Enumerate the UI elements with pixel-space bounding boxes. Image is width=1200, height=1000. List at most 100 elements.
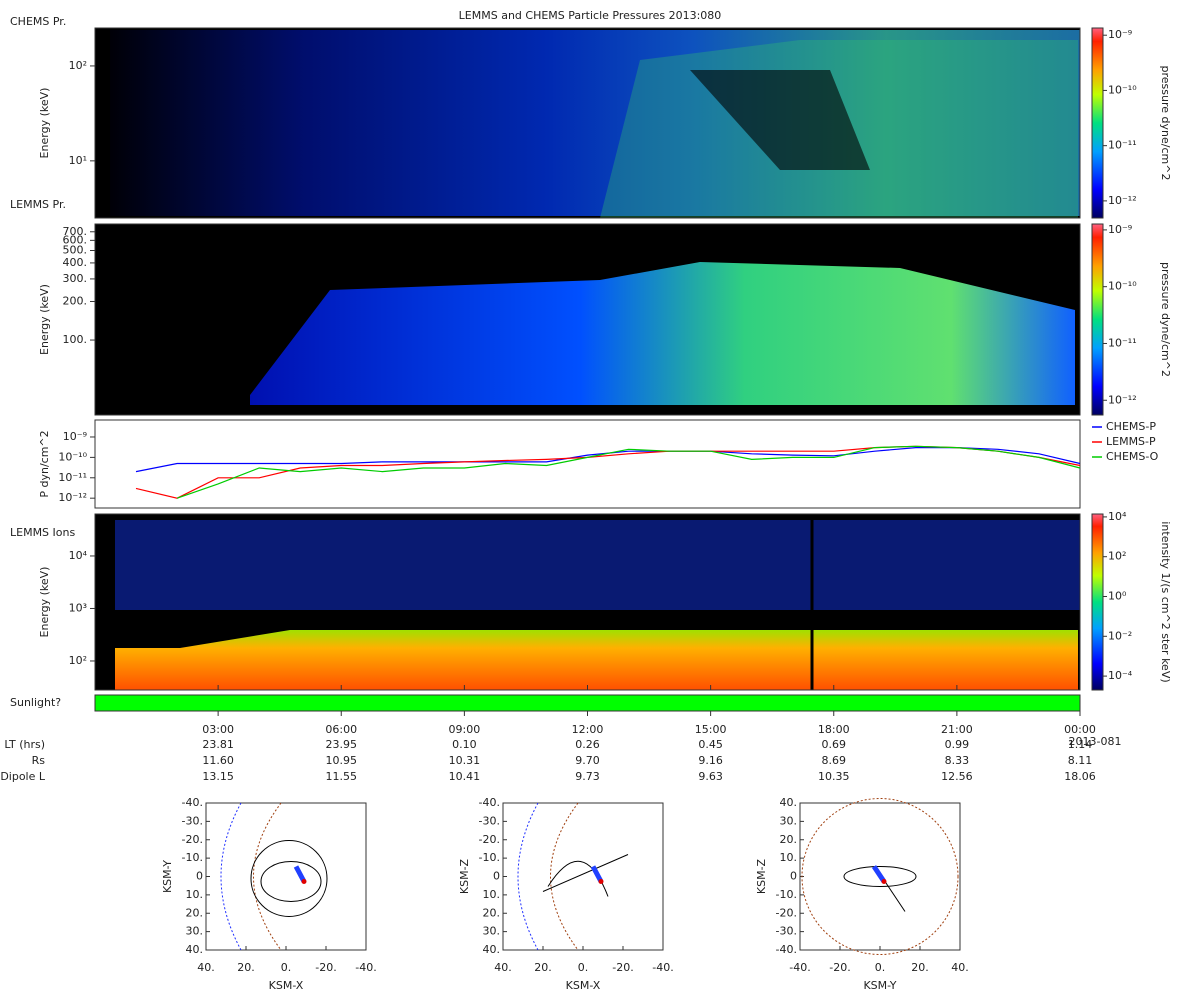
y-tick-label: -40.: [776, 943, 797, 956]
spectrogram-fill: [690, 70, 870, 170]
ephemeris-label: Dipole L: [0, 770, 46, 783]
trajectory: [871, 865, 887, 883]
data-line: [135, 445, 1081, 499]
x-tick-label: 15:00: [695, 723, 727, 736]
y-tick-label: 10⁻¹¹: [58, 471, 87, 484]
colorbar-tick-label: 10⁻¹⁰: [1108, 83, 1137, 96]
ephemeris-value: 0.69: [822, 738, 847, 751]
ephemeris-label: LT (hrs): [4, 738, 45, 751]
x-tick-label: -40.: [652, 961, 673, 974]
colorbar-tick-label: 10⁰: [1108, 589, 1127, 602]
x-axis-label: KSM-Y: [863, 979, 896, 992]
y-tick-label: 300.: [63, 272, 88, 285]
position: [598, 879, 604, 884]
y-axis-label: Energy (keV): [38, 88, 51, 159]
colorbar-tick-label: 10⁻¹²: [1108, 393, 1137, 406]
position: [881, 879, 887, 884]
x-tick-label: 20.: [534, 961, 552, 974]
x-tick-label: 20.: [237, 961, 255, 974]
ephemeris-value: 0.45: [698, 738, 723, 751]
y-tick-label: -20.: [182, 833, 203, 846]
x-tick-label: 0.: [578, 961, 589, 974]
ephemeris-value: 0.10: [452, 738, 477, 751]
legend-label: CHEMS-P: [1106, 420, 1156, 433]
orbit: [542, 854, 629, 892]
y-axis-label: Energy (keV): [38, 567, 51, 638]
magnetopause: [220, 802, 242, 951]
y-tick-label: 0: [196, 870, 203, 883]
ephemeris-value: 8.11: [1068, 754, 1093, 767]
y-tick-label: 10⁻¹²: [58, 491, 87, 504]
x-tick-label: 18:00: [818, 723, 850, 736]
colorbar: [1091, 223, 1104, 416]
chart-title: LEMMS and CHEMS Particle Pressures 2013:…: [459, 9, 722, 22]
orbit: [547, 860, 609, 897]
y-tick-label: 400.: [63, 256, 88, 269]
legend-label: CHEMS-O: [1106, 450, 1159, 463]
x-tick-label: -40.: [789, 961, 810, 974]
y-tick-label: 500.: [63, 243, 88, 256]
colorbar-label: pressure dyne/cm^2: [1159, 66, 1172, 181]
bow-shock: [253, 802, 282, 951]
ephemeris-value: 1.14: [1068, 738, 1093, 751]
y-tick-label: 10¹: [69, 154, 87, 167]
y-tick-label: 30.: [780, 814, 798, 827]
ephemeris-value: 10.31: [449, 754, 481, 767]
x-tick-label: 40.: [197, 961, 215, 974]
colorbar-label: intensity 1/(s cm^2 ster keV): [1159, 521, 1172, 682]
ephemeris-value: 23.81: [202, 738, 234, 751]
y-tick-label: 40.: [780, 796, 798, 809]
y-tick-label: 20.: [780, 833, 798, 846]
sunlight-band: [94, 694, 1081, 712]
x-tick-label: 40.: [951, 961, 969, 974]
magnetopause: [517, 802, 539, 951]
ephemeris-value: 23.95: [326, 738, 358, 751]
ephemeris-value: 12.56: [941, 770, 973, 783]
y-tick-label: -30.: [182, 814, 203, 827]
y-tick-label: 10²: [69, 654, 87, 667]
y-tick-label: 40.: [483, 943, 501, 956]
ephemeris-label: Rs: [32, 754, 46, 767]
panel-label: LEMMS Pr.: [10, 198, 66, 211]
ephemeris-value: 11.55: [326, 770, 358, 783]
colorbar-tick-label: 10⁻¹²: [1108, 194, 1137, 207]
y-axis-label: KSM-Y: [161, 860, 174, 893]
y-tick-label: 10⁻⁹: [63, 430, 87, 443]
ephemeris-value: 8.69: [822, 754, 847, 767]
y-tick-label: 20.: [186, 906, 204, 919]
ephemeris-value: 0.99: [945, 738, 970, 751]
position: [301, 879, 307, 884]
orbit-frame: [502, 802, 664, 951]
y-tick-label: 600.: [63, 233, 88, 246]
y-tick-label: 30.: [186, 925, 204, 938]
ephemeris-value: 10.35: [818, 770, 850, 783]
trajectory: [590, 865, 604, 883]
colorbar-tick-label: 10⁻⁴: [1108, 669, 1133, 682]
spectrogram-fill: [115, 630, 1078, 690]
y-tick-label: 10³: [69, 601, 87, 614]
y-tick-label: 20.: [483, 906, 501, 919]
colorbar-tick-label: 10⁻²: [1108, 629, 1132, 642]
colorbar-tick-label: 10⁻¹¹: [1108, 139, 1137, 152]
y-tick-label: 10⁴: [69, 549, 88, 562]
y-tick-label: 10⁻¹⁰: [58, 450, 87, 463]
y-tick-label: -40.: [479, 796, 500, 809]
trajectory: [293, 865, 307, 883]
bow-shock: [550, 802, 579, 951]
y-tick-label: 30.: [483, 925, 501, 938]
x-tick-label: 00:00: [1064, 723, 1096, 736]
bow-shock: [801, 798, 959, 955]
y-tick-label: 10.: [780, 851, 798, 864]
panel-frame: [94, 27, 1081, 219]
colorbar-tick-label: 10⁻¹¹: [1108, 336, 1137, 349]
colorbar-tick-label: 10⁻⁹: [1108, 223, 1132, 236]
x-tick-label: 20.: [911, 961, 929, 974]
orbit: [843, 866, 917, 887]
x-tick-label: 40.: [494, 961, 512, 974]
y-axis-label: KSM-Z: [458, 858, 471, 894]
y-tick-label: -40.: [182, 796, 203, 809]
x-tick-label: 03:00: [202, 723, 234, 736]
orbit-frame: [205, 802, 367, 951]
colorbar-tick-label: 10²: [1108, 550, 1126, 563]
